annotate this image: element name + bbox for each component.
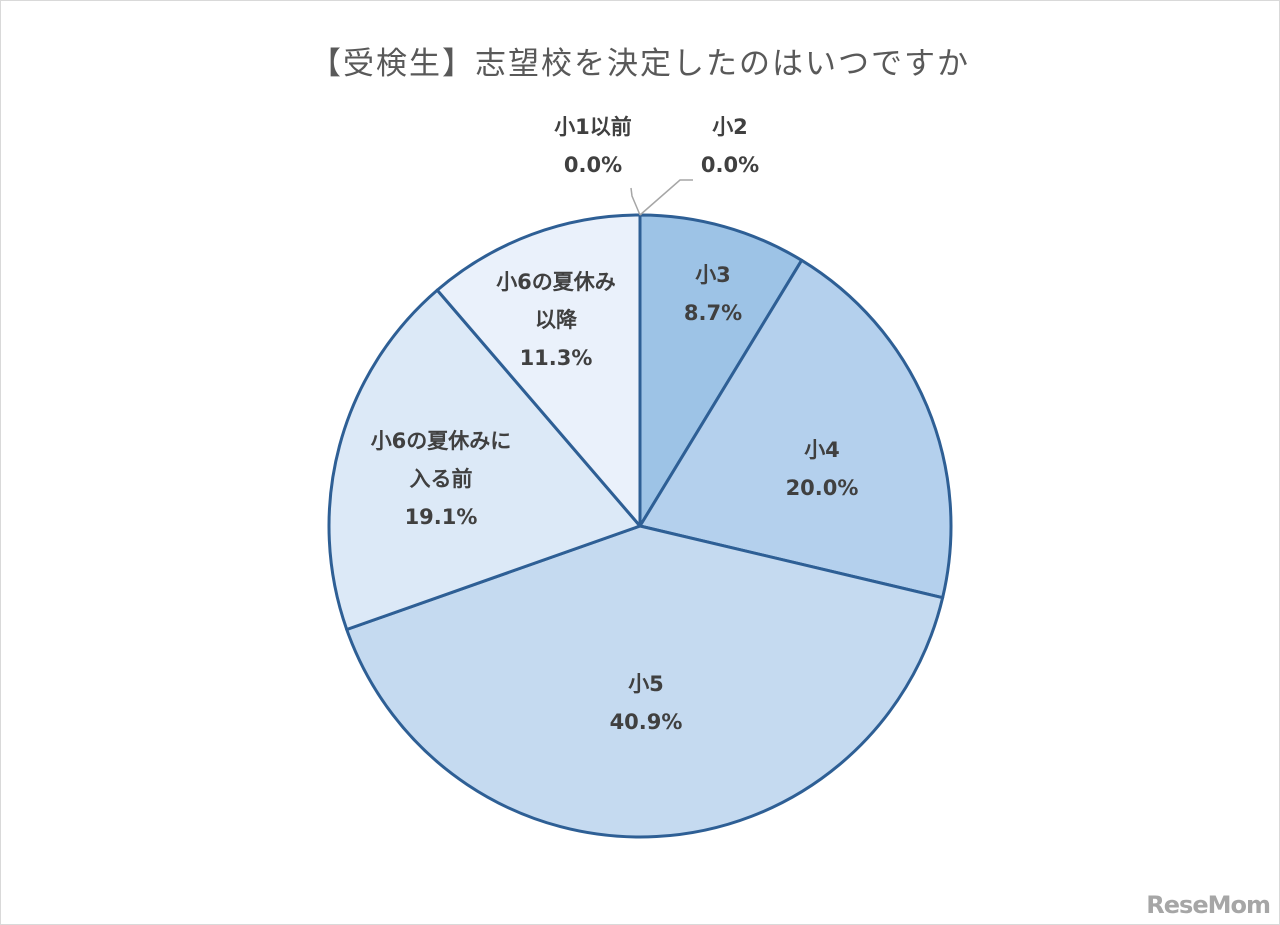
slice-value-label: 0.0% — [701, 153, 759, 177]
slice-value-label: 11.3% — [520, 346, 593, 370]
leader-line — [630, 187, 641, 216]
pie-slice — [345, 524, 945, 839]
slice-value-label: 0.0% — [564, 153, 622, 177]
slice-category-label: 小1以前 — [554, 115, 632, 139]
leader-line — [639, 179, 693, 216]
slice-category-label: 小6の夏休みに — [371, 429, 512, 453]
slice-value-label: 20.0% — [786, 476, 859, 500]
slice-category-label: 小5 — [628, 672, 664, 696]
slice-category-label: 以降 — [535, 308, 578, 332]
pie-slice — [638, 258, 953, 600]
resemom-logo: ReseMom — [1146, 891, 1271, 919]
pie-slice — [327, 288, 642, 632]
slice-value-label: 40.9% — [610, 710, 683, 734]
leader-lines — [630, 179, 693, 216]
pie-slices — [327, 213, 953, 839]
slice-category-label: 小6の夏休み — [496, 270, 616, 294]
pie-slice — [638, 213, 804, 528]
chart-title: 【受検生】志望校を決定したのはいつですか — [310, 46, 970, 82]
pie-labels: 小1以前 0.0% 小2 0.0% 小3 8.7% 小4 20.0% 小5 40.9% 小6の夏休み… — [371, 115, 859, 734]
slice-category-label: 小4 — [804, 438, 840, 462]
slice-value-label: 8.7% — [684, 301, 742, 325]
slice-value-label: 19.1% — [405, 505, 478, 529]
pie-slice — [435, 213, 642, 528]
slice-category-label: 小2 — [712, 115, 748, 139]
slice-category-label: 小3 — [695, 263, 731, 287]
slice-category-label: 入る前 — [410, 467, 473, 491]
